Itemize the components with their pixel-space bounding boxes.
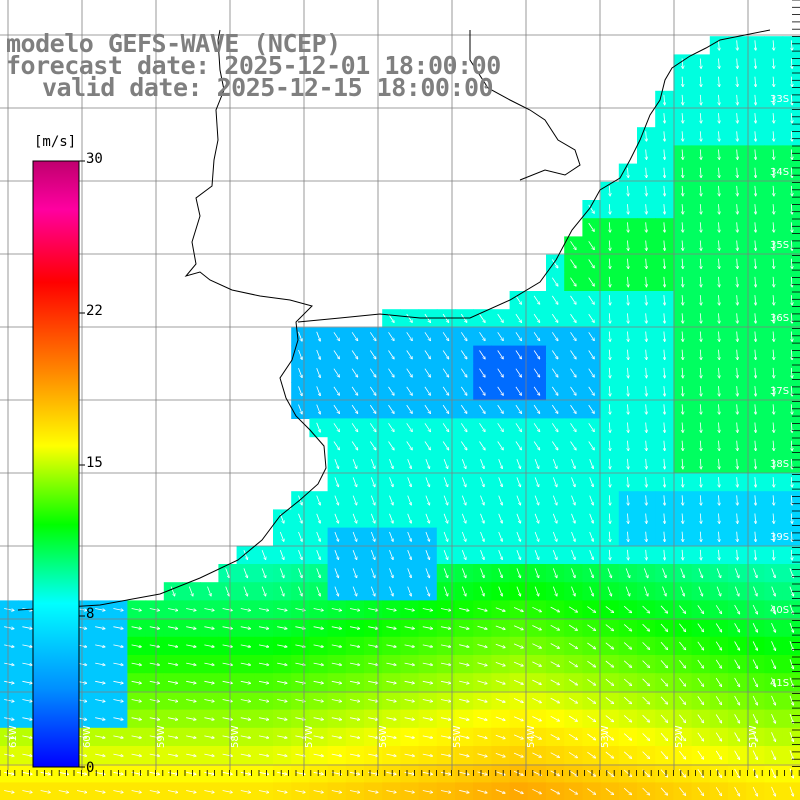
wind-cell — [782, 218, 800, 237]
wind-cell — [782, 145, 800, 165]
wind-cell — [782, 109, 800, 128]
wind-cell — [728, 782, 747, 800]
wind-cell — [782, 163, 800, 183]
wind-cell — [655, 782, 674, 800]
wind-cell — [709, 782, 729, 800]
wind-cell — [782, 345, 800, 365]
colorbar-tick-label: 15 — [86, 455, 103, 471]
lon-label: 53W — [600, 725, 611, 748]
wind-cell — [546, 782, 565, 800]
wind-cell — [673, 782, 693, 800]
wind-cell — [782, 564, 800, 583]
wind-cell — [782, 491, 800, 510]
wind-cell — [782, 764, 800, 783]
wind-cell — [691, 782, 711, 800]
wind-cell — [782, 254, 800, 274]
wind-cell — [782, 127, 800, 146]
wind-cell — [782, 90, 800, 110]
wind-cell — [600, 782, 620, 800]
wind-cell — [782, 527, 800, 547]
colorbar-tick-label: 30 — [86, 151, 103, 167]
wind-cell — [782, 436, 800, 456]
wind-cell — [782, 272, 800, 292]
wind-cell — [782, 291, 800, 310]
lon-label: 60W — [82, 725, 93, 748]
lon-label: 51W — [748, 725, 759, 748]
lat-label: 32S — [770, 21, 790, 32]
colorbar-tick-label: 22 — [86, 303, 103, 319]
wind-cell — [782, 691, 800, 711]
wind-cell — [782, 618, 800, 638]
wind-cell — [782, 72, 800, 92]
lat-label: 38S — [770, 459, 790, 470]
lat-label: 40S — [770, 605, 790, 616]
lat-label: 37S — [770, 386, 790, 397]
wind-cell — [782, 200, 800, 219]
wind-cell — [782, 673, 800, 692]
lon-label: 55W — [452, 725, 463, 748]
wind-cell — [782, 655, 800, 674]
wind-cell — [782, 327, 800, 347]
wind-cell — [782, 54, 800, 74]
wind-cell — [782, 636, 800, 656]
wind-cell — [782, 400, 800, 419]
lat-label: 39S — [770, 532, 790, 543]
lat-label: 34S — [770, 167, 790, 178]
lat-label: 36S — [770, 313, 790, 324]
wind-cell — [746, 782, 765, 800]
wind-cell — [782, 746, 800, 765]
wind-cell — [782, 582, 800, 601]
wind-cell — [782, 727, 800, 747]
wind-cell — [782, 181, 800, 201]
lon-label: 59W — [156, 725, 167, 748]
wind-cell — [582, 782, 602, 800]
wind-field — [0, 36, 800, 800]
lat-label: 35S — [770, 240, 790, 251]
wind-cell — [782, 509, 800, 529]
wind-cell — [527, 782, 547, 800]
lon-label: 56W — [378, 725, 389, 748]
lat-label: 33S — [770, 94, 790, 105]
lon-label: 57W — [304, 725, 315, 748]
valid-date: valid date: 2025-12-15 18:00:00 — [42, 73, 494, 102]
lon-label: 54W — [526, 725, 537, 748]
wind-cell — [618, 782, 638, 800]
colorbar-tick-label: 8 — [86, 606, 95, 622]
wind-cell — [782, 473, 800, 492]
wind-cell — [637, 782, 656, 800]
colorbar-unit: [m/s] — [34, 134, 77, 150]
wind-cell — [782, 418, 800, 438]
wind-cell — [782, 600, 800, 620]
lon-label: 52W — [674, 725, 685, 748]
colorbar — [32, 160, 80, 768]
wind-cell — [782, 709, 800, 729]
colorbar-tick-label: 0 — [86, 760, 95, 776]
wind-cell — [782, 36, 800, 55]
wind-cell — [782, 545, 800, 565]
wind-cell — [782, 363, 800, 383]
lon-label: 61W — [8, 725, 19, 748]
wind-cell — [564, 782, 583, 800]
lon-label: 58W — [230, 725, 241, 748]
lat-label: 41S — [770, 678, 790, 689]
